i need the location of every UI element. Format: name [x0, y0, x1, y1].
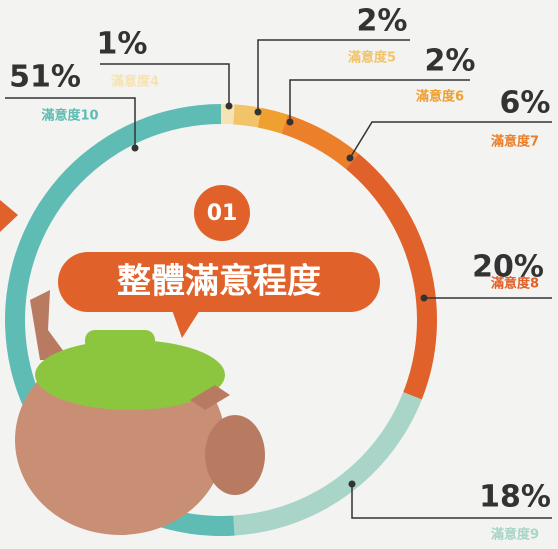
leader-line — [257, 39, 410, 112]
leader-dot — [286, 118, 294, 126]
donut-segment — [257, 107, 288, 134]
badge — [194, 185, 250, 241]
leader-dot — [348, 480, 356, 488]
bubble-tail — [172, 310, 200, 338]
title-bubble — [58, 252, 380, 312]
legend-label: 滿意度8 — [491, 276, 539, 292]
legend-label: 滿意度5 — [348, 50, 396, 66]
legend-label: 滿意度10 — [41, 108, 98, 124]
leader-line — [5, 97, 136, 148]
decor-triangle — [0, 200, 18, 232]
illustration — [15, 290, 265, 535]
leader-line — [351, 484, 552, 519]
donut-segment — [345, 153, 437, 400]
value-label: 51% — [9, 60, 81, 95]
chart-title: 整體滿意程度 — [117, 262, 321, 302]
legend-label: 滿意度7 — [491, 134, 539, 150]
donut-segment — [233, 104, 262, 128]
value-label: 2% — [425, 44, 476, 79]
leader-line — [289, 79, 470, 122]
donut-segment — [221, 104, 235, 125]
legend-label: 滿意度9 — [491, 527, 539, 543]
value-label: 2% — [357, 4, 408, 39]
leader-line — [349, 121, 552, 159]
donut-segment — [233, 392, 422, 536]
leader-dot — [225, 102, 233, 110]
leader-dot — [131, 144, 139, 152]
value-label: 20% — [472, 250, 544, 285]
value-label: 1% — [97, 27, 148, 62]
leader-dot — [254, 108, 262, 116]
value-label: 18% — [479, 480, 551, 515]
leader-dot — [346, 154, 354, 162]
badge-text: 01 — [207, 201, 238, 226]
legend-label: 滿意度4 — [111, 74, 159, 90]
leader-line — [100, 63, 230, 106]
leader-dot — [420, 294, 428, 302]
value-label: 6% — [500, 86, 551, 121]
legend-label: 滿意度6 — [416, 89, 464, 105]
donut-segment — [281, 114, 359, 169]
